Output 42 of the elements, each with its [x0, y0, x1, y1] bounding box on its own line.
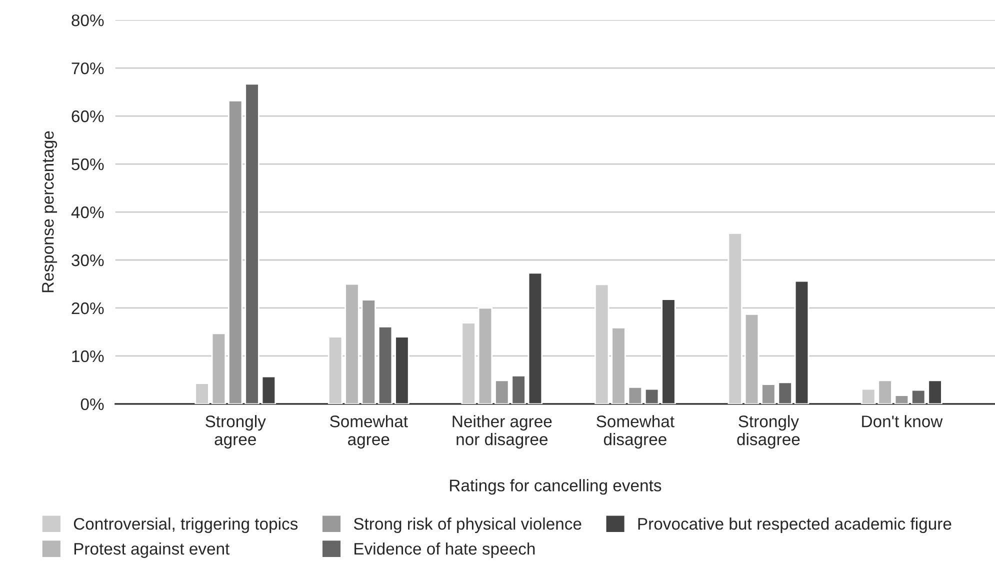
y-tick-label: 0% [80, 398, 104, 410]
bar [528, 272, 543, 404]
bar [661, 298, 676, 404]
bar [911, 389, 926, 404]
bar [894, 394, 910, 404]
bar [611, 326, 626, 404]
y-tick-label: 10% [72, 350, 104, 362]
legend-label: Protest against event [74, 542, 230, 558]
x-tick-label: Somewhat disagree [596, 415, 674, 449]
x-axis-title: Ratings for cancelling events [450, 479, 662, 495]
y-tick-label: 20% [72, 302, 104, 314]
bar [344, 283, 360, 404]
bar [928, 380, 942, 404]
bar [261, 376, 276, 404]
x-tick-label: Neither agree nor disagree [452, 415, 552, 449]
bar [361, 299, 376, 404]
bar [228, 100, 243, 404]
y-tick-label: 80% [72, 14, 104, 26]
bar [644, 388, 660, 404]
bar [211, 332, 226, 404]
bar [628, 386, 643, 404]
bar [794, 280, 810, 404]
y-axis-title: Response percentage [42, 131, 58, 292]
bar [744, 314, 760, 404]
legend-label: Evidence of hate speech [354, 542, 535, 558]
y-tick-label: 60% [72, 110, 104, 122]
y-tick-label: 40% [71, 206, 104, 218]
bar [244, 83, 260, 404]
bar [194, 382, 210, 404]
y-tick-label: 70% [72, 62, 104, 74]
y-tick-label: 50% [72, 158, 104, 170]
bar [478, 307, 493, 404]
x-tick-label: Somewhat agree [330, 415, 408, 449]
y-tick-label: 30% [72, 254, 104, 266]
x-tick-label: Don't know [862, 415, 943, 428]
x-tick-label: Strongly disagree [737, 415, 800, 449]
x-tick-label: Strongly agree [206, 415, 266, 449]
legend-label: Provocative but respected academic figure [638, 518, 952, 534]
bar [378, 326, 393, 404]
legend-label: Controversial, triggering topics [74, 518, 298, 534]
legend-label: Strong risk of physical violence [354, 518, 582, 534]
bar [394, 336, 410, 404]
